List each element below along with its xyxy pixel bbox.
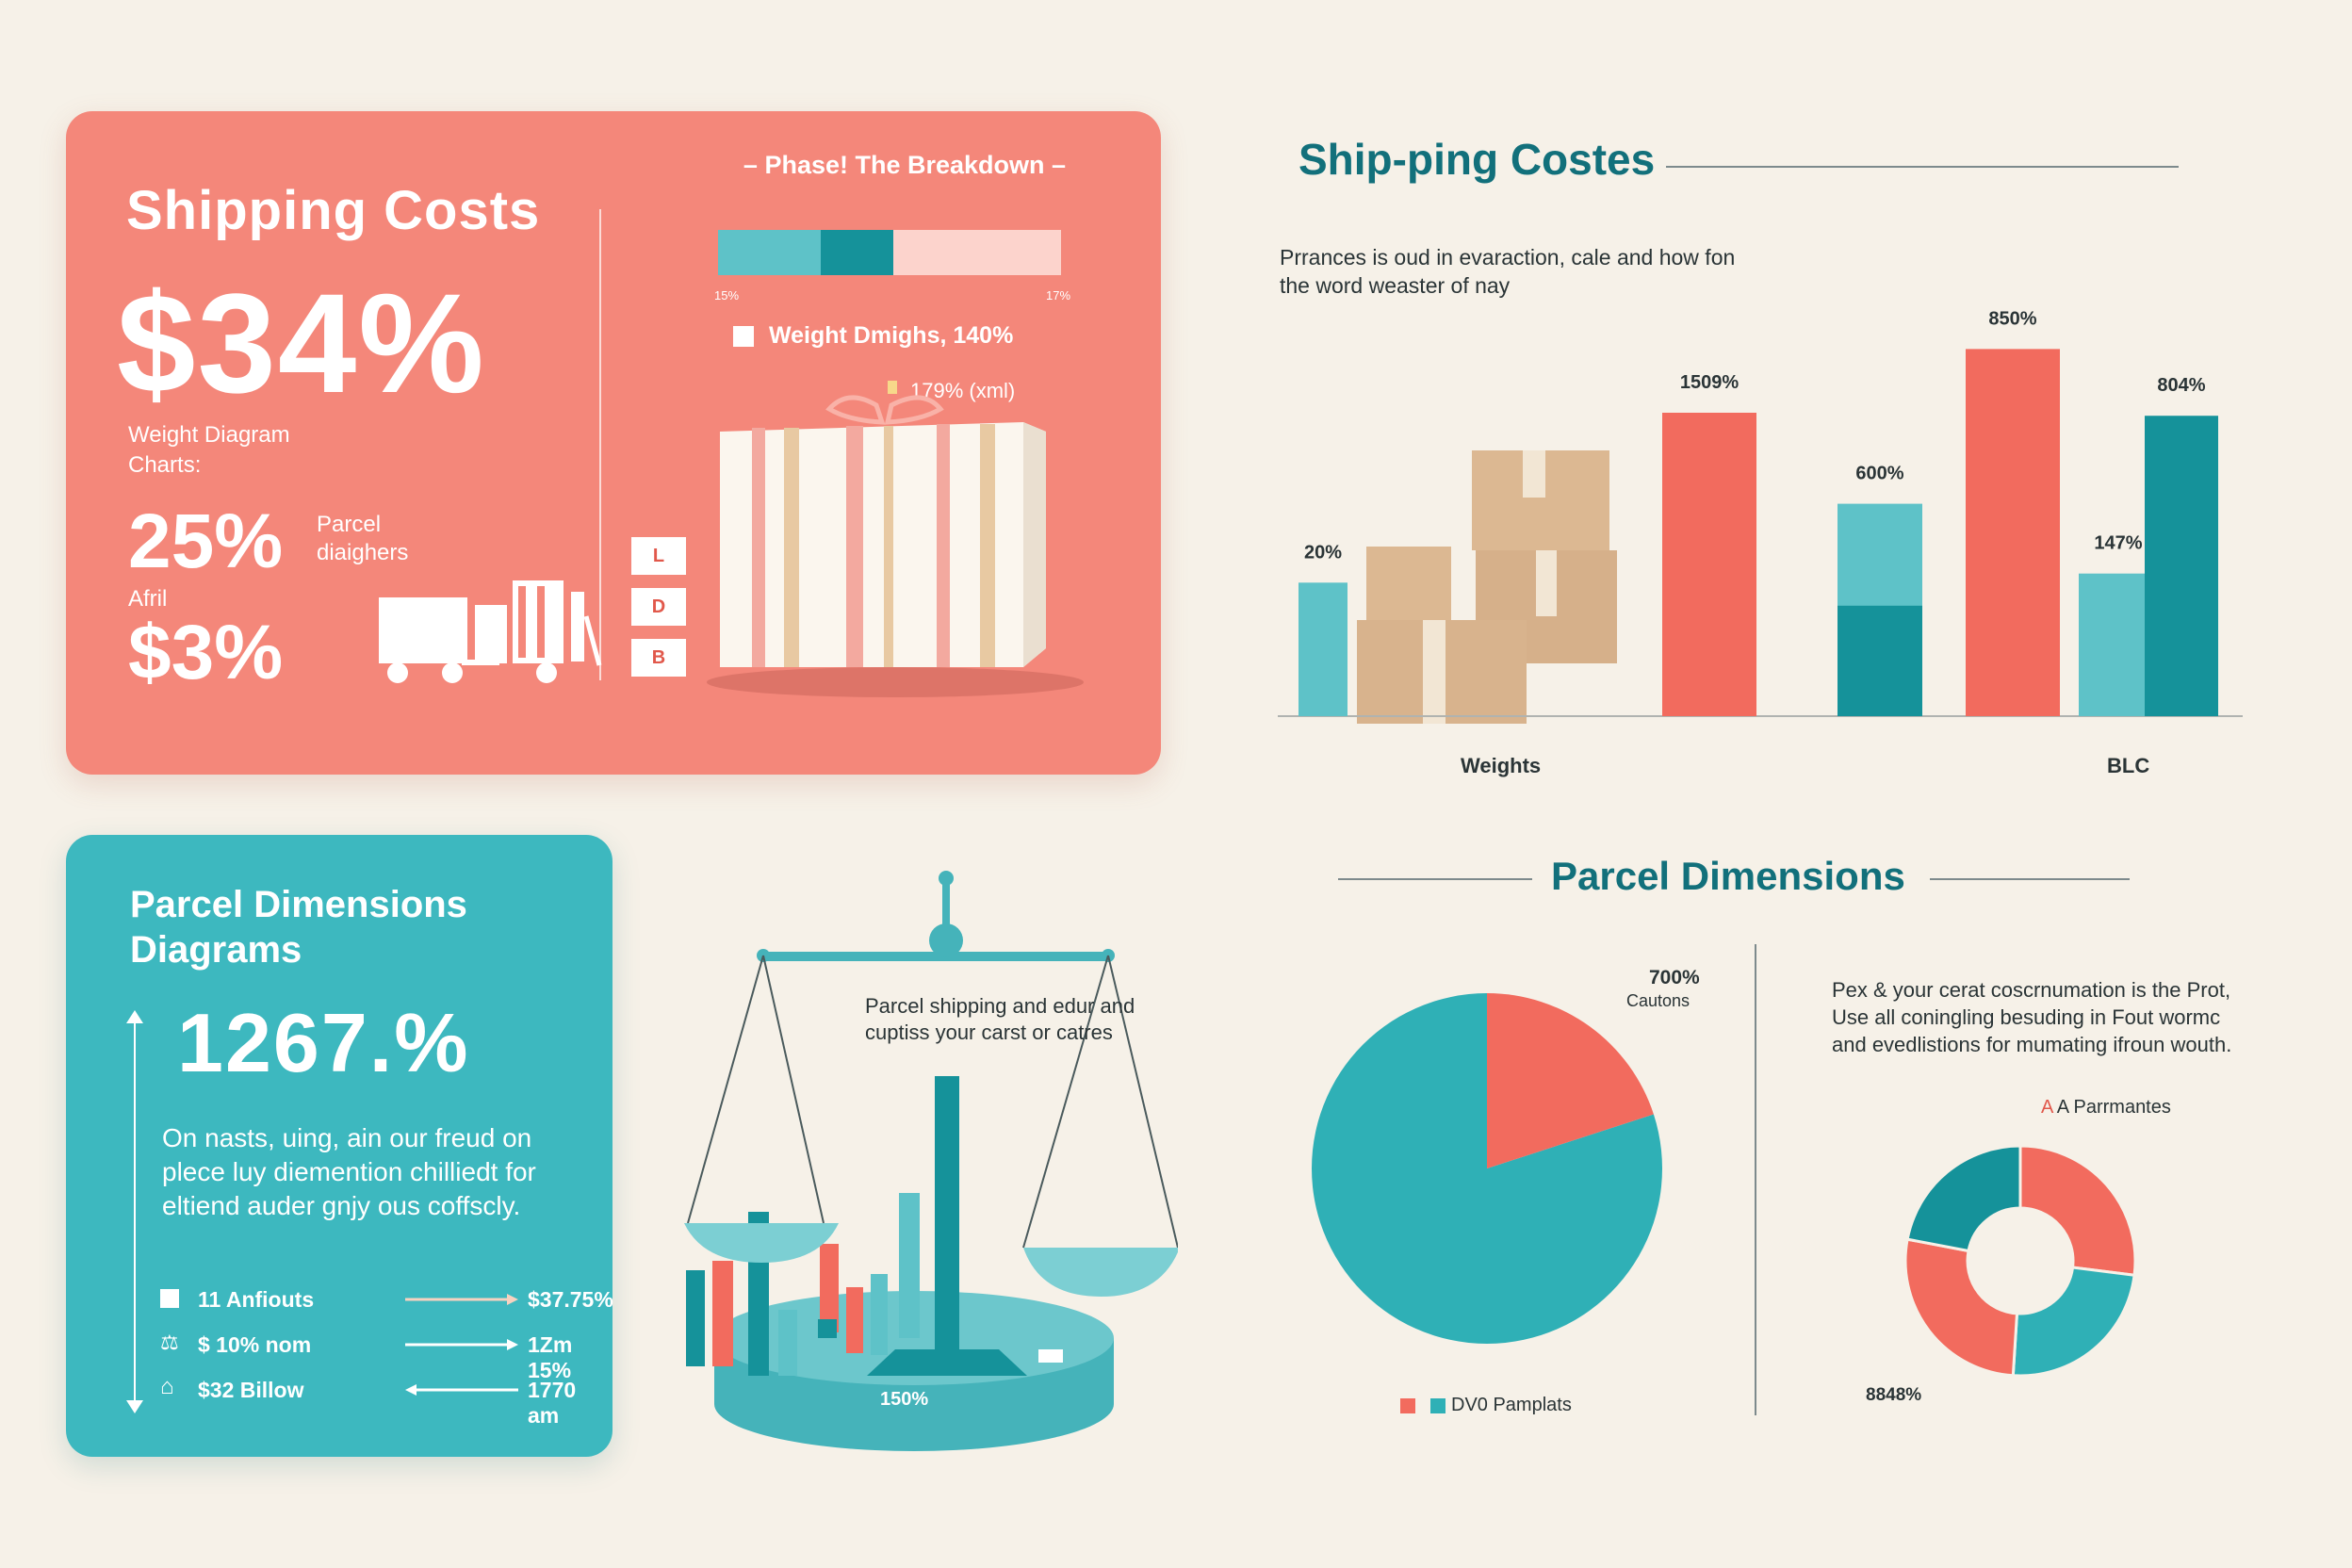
bar (1966, 349, 2060, 716)
bar-data-label: 147% (2094, 533, 2142, 554)
breakdown-segment (718, 230, 822, 275)
tag-icon (888, 381, 897, 394)
size-chip-d[interactable]: D (631, 588, 686, 626)
tick-right: 17% (1046, 288, 1071, 302)
bar (2145, 416, 2218, 716)
bar-group: 20% 1509% 600% 850% 147% 804% (1298, 308, 2218, 716)
breakdown-segment (892, 230, 1061, 275)
row-label: $32 Billow (198, 1378, 304, 1402)
gift-box-icon (707, 395, 1084, 697)
stat1-value: 25% (128, 498, 284, 584)
pie-top-value: 700% (1649, 967, 1700, 988)
donut-label: A A Parrmantes (2041, 1097, 2171, 1118)
scale-base-label: 150% (880, 1389, 929, 1410)
parcel-dimensions-card: Parcel Dimensions Diagrams 1267.% On nas… (66, 835, 613, 1457)
stat1-label: Parcel diaighers (317, 512, 409, 565)
scale-text: Parcel shipping and edur and cuptiss you… (865, 994, 1135, 1044)
square-icon (160, 1289, 179, 1308)
arrow-up-icon (126, 1010, 143, 1023)
row-value: $37.75% (528, 1287, 613, 1312)
shipping-costs-card: Shipping Costs $34% Weight Diagram Chart… (66, 111, 1161, 775)
size-chip-l[interactable]: L (631, 537, 686, 575)
bar-data-label: 1509% (1680, 372, 1739, 393)
pie-section-title: Parcel Dimensions (1551, 854, 1905, 898)
vertical-arrow (134, 1014, 136, 1408)
donut-chart (1903, 1144, 2137, 1378)
row-value: 1Zm 15% (528, 1332, 573, 1382)
card-title: Shipping Costs (126, 180, 541, 241)
bar-data-label: 850% (1988, 308, 2036, 329)
breakdown-bar (718, 230, 1061, 275)
bar-data-label: 20% (1304, 542, 1342, 563)
bar-chart: 20% 1509% 600% 850% 147% 804% Weights BLC (1278, 308, 2243, 777)
arrow-left-icon (405, 1384, 518, 1396)
title-rule-right (1930, 878, 2130, 880)
x-label-left: Weights (1461, 754, 1541, 777)
pie-slice (1905, 1144, 2022, 1253)
bar (1662, 413, 1756, 716)
arrow-right-icon (405, 1339, 518, 1350)
section-divider (1755, 944, 1756, 1415)
card-subtitle: Weight Diagram Charts: (128, 422, 290, 478)
title-rule (1666, 166, 2179, 168)
pie-description: Pex & your cerat coscrnumation is the Pr… (1832, 978, 2232, 1056)
big-stat: $34% (117, 264, 486, 422)
bar-data-label: 600% (1855, 464, 1903, 484)
breakdown-segment (821, 230, 893, 275)
size-chip-list: L D B (631, 537, 686, 677)
home-icon: ⌂ (160, 1374, 174, 1399)
pie-slice (2011, 1266, 2136, 1378)
truck-icon (379, 580, 602, 683)
pie-slice (2018, 1144, 2137, 1277)
row-label: $ 10% nom (198, 1332, 312, 1357)
cardboard-boxes-icon (1357, 450, 1617, 724)
arrow-right-icon (405, 1294, 518, 1305)
card-body: On nasts, uing, ain our freud on plece l… (162, 1123, 536, 1220)
donut-value: 8848% (1866, 1385, 1922, 1405)
pie-legend-label: DV0 Pamplats (1451, 1395, 1572, 1415)
bar-data-label: 804% (2157, 375, 2205, 396)
basket-icon: ⚖ (160, 1331, 179, 1354)
legend-swatch-teal (1430, 1398, 1446, 1413)
row-value: 1770 am (528, 1378, 577, 1428)
pie-chart (1312, 993, 1662, 1344)
bar (1298, 582, 1348, 716)
arrow-down-icon (126, 1400, 143, 1413)
card-title: Parcel Dimensions Diagrams (130, 884, 467, 971)
stat2-label: Afril (128, 586, 168, 612)
balance-scale-illustration (684, 871, 1178, 1451)
bar-chart-title: Ship-ping Costes (1298, 135, 1656, 184)
row-label: 11 Anfiouts (198, 1287, 315, 1312)
phase-title: – Phase! The Breakdown – (743, 151, 1067, 179)
card-divider (599, 209, 601, 680)
bar-chart-description: Prrances is oud in evaraction, cale and … (1280, 245, 1736, 298)
size-chip-b[interactable]: B (631, 639, 686, 677)
pie-slice (1903, 1237, 2019, 1378)
tick-left: 15% (714, 288, 740, 302)
legend-text: Weight Dmighs, 140% (769, 322, 1014, 349)
x-label-right: BLC (2107, 754, 2149, 777)
big-stat: 1267.% (177, 996, 470, 1089)
stat2-value: $3% (128, 610, 284, 695)
legend-swatch-coral (1400, 1398, 1415, 1413)
bar-segment (1838, 605, 1922, 716)
legend-swatch (733, 326, 754, 347)
pie-top-label: Cautons (1626, 991, 1690, 1010)
title-rule-left (1338, 878, 1532, 880)
pie-slice (1487, 993, 1654, 1168)
